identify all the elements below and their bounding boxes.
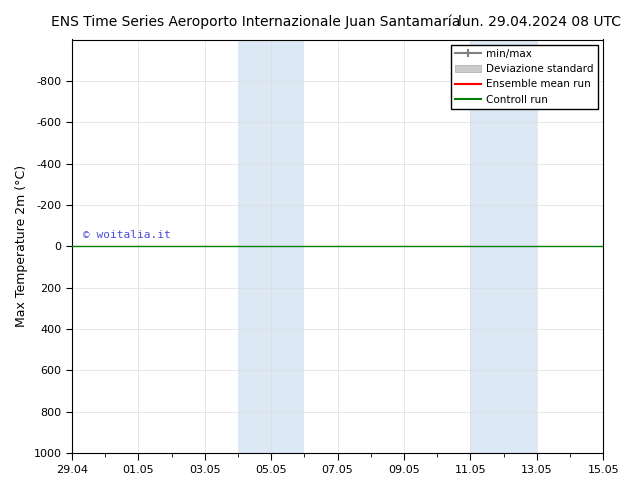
Bar xyxy=(238,40,304,453)
Text: © woitalia.it: © woitalia.it xyxy=(82,230,171,240)
Y-axis label: Max Temperature 2m (°C): Max Temperature 2m (°C) xyxy=(15,165,28,327)
Bar xyxy=(470,40,537,453)
Text: ENS Time Series Aeroporto Internazionale Juan Santamaría: ENS Time Series Aeroporto Internazionale… xyxy=(51,15,460,29)
Text: lun. 29.04.2024 08 UTC: lun. 29.04.2024 08 UTC xyxy=(458,15,621,29)
Legend: min/max, Deviazione standard, Ensemble mean run, Controll run: min/max, Deviazione standard, Ensemble m… xyxy=(451,45,598,109)
